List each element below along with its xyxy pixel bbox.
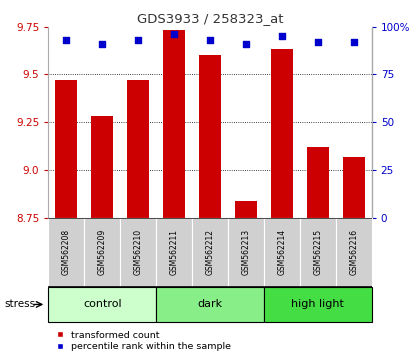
Bar bbox=[156, 287, 264, 322]
Text: GSM562215: GSM562215 bbox=[313, 229, 322, 275]
Text: GSM562208: GSM562208 bbox=[62, 229, 71, 275]
Text: stress: stress bbox=[4, 299, 35, 309]
Point bbox=[135, 37, 142, 43]
Text: dark: dark bbox=[197, 299, 223, 309]
Text: GSM562211: GSM562211 bbox=[170, 229, 178, 275]
Bar bbox=[343, 156, 365, 218]
Bar bbox=[264, 287, 372, 322]
Bar bbox=[199, 55, 221, 218]
Point bbox=[315, 39, 321, 45]
Bar bbox=[235, 200, 257, 218]
Point bbox=[350, 39, 357, 45]
Bar bbox=[307, 147, 328, 218]
Bar bbox=[127, 80, 149, 218]
Text: GSM562212: GSM562212 bbox=[205, 229, 215, 275]
Point bbox=[207, 37, 213, 43]
Legend: transformed count, percentile rank within the sample: transformed count, percentile rank withi… bbox=[53, 327, 235, 354]
Point bbox=[171, 32, 177, 37]
Text: GSM562214: GSM562214 bbox=[277, 229, 286, 275]
Bar bbox=[336, 218, 372, 287]
Point bbox=[63, 37, 70, 43]
Text: GSM562216: GSM562216 bbox=[349, 229, 358, 275]
Bar bbox=[84, 218, 120, 287]
Text: control: control bbox=[83, 299, 121, 309]
Text: GSM562213: GSM562213 bbox=[241, 229, 250, 275]
Bar bbox=[300, 218, 336, 287]
Text: high light: high light bbox=[291, 299, 344, 309]
Bar bbox=[271, 50, 293, 218]
Bar bbox=[48, 218, 84, 287]
Bar bbox=[92, 116, 113, 218]
Bar bbox=[192, 218, 228, 287]
Bar bbox=[264, 218, 300, 287]
Bar bbox=[48, 287, 156, 322]
Bar bbox=[156, 218, 192, 287]
Text: GSM562210: GSM562210 bbox=[134, 229, 143, 275]
Bar bbox=[120, 218, 156, 287]
Point bbox=[99, 41, 105, 47]
Point bbox=[278, 33, 285, 39]
Bar bbox=[228, 218, 264, 287]
Point bbox=[243, 41, 249, 47]
Text: GSM562209: GSM562209 bbox=[98, 229, 107, 275]
Bar bbox=[163, 30, 185, 218]
Bar bbox=[55, 80, 77, 218]
Text: GDS3933 / 258323_at: GDS3933 / 258323_at bbox=[137, 12, 283, 25]
